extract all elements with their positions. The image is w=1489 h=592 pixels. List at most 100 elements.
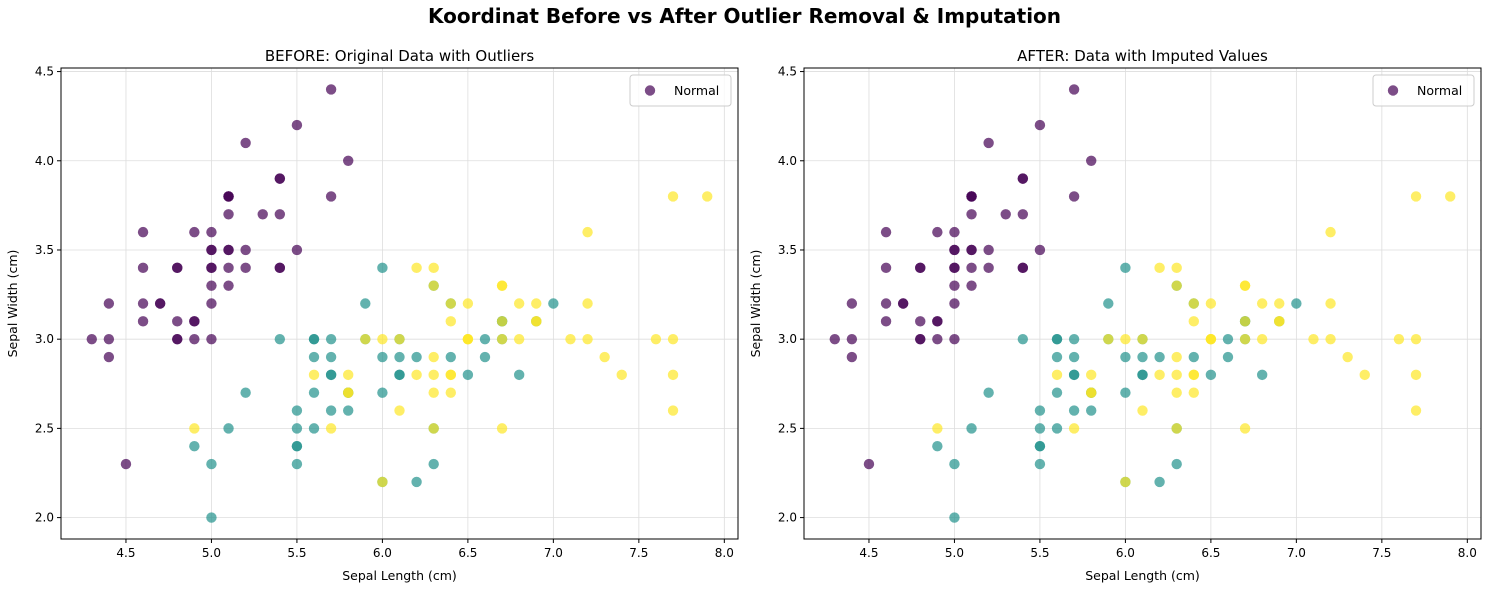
- before-point-class-0: [206, 280, 217, 291]
- after-point-class-2: [1274, 316, 1285, 327]
- before-point-class-1: [411, 351, 422, 363]
- after-point-class-2: [1205, 333, 1217, 345]
- before-point-class-2: [496, 423, 508, 434]
- before-point-class-1: [308, 387, 320, 398]
- after-point-class-1: [1120, 262, 1131, 274]
- before-point-class-0: [274, 262, 286, 274]
- after-point-class-1: [1068, 351, 1080, 363]
- after-point-class-2: [1171, 369, 1182, 381]
- after-point-class-2: [1325, 333, 1336, 345]
- before-point-class-0: [103, 333, 115, 345]
- after-point-class-2: [1410, 191, 1422, 202]
- before-point-class-0: [120, 458, 132, 470]
- before-point-class-0: [206, 333, 217, 345]
- after-point-class-0: [915, 316, 926, 327]
- after-point-class-2: [1239, 316, 1251, 327]
- before-point-class-0: [325, 84, 337, 95]
- after-point-class-2: [1154, 262, 1165, 274]
- after-point-class-0: [949, 226, 960, 238]
- before-point-class-0: [257, 209, 268, 220]
- before-point-class-1: [462, 369, 474, 381]
- after-point-class-2: [1393, 333, 1405, 345]
- after-point-class-1: [1256, 369, 1268, 381]
- before-point-class-0: [325, 191, 337, 202]
- before-x-tick-label: 4.5: [116, 546, 135, 560]
- before-legend-label: Normal: [674, 83, 719, 98]
- after-point-class-0: [949, 244, 960, 256]
- before-point-class-0: [223, 262, 234, 274]
- after-point-class-2: [1410, 405, 1422, 416]
- before-point-class-2: [496, 316, 508, 327]
- before-point-class-2: [411, 262, 422, 274]
- after-point-class-2: [1256, 333, 1268, 345]
- before-point-class-1: [325, 333, 337, 345]
- before-y-tick-label: 4.0: [35, 154, 54, 168]
- after-point-class-0: [1017, 262, 1029, 274]
- before-x-tick-label: 8.0: [715, 546, 734, 560]
- after-point-class-0: [949, 333, 960, 345]
- before-point-class-2: [702, 191, 713, 202]
- after-point-class-2: [1103, 333, 1114, 345]
- before-point-class-2: [360, 333, 371, 345]
- after-point-class-1: [1051, 423, 1063, 434]
- after-point-class-0: [983, 137, 994, 149]
- after-point-class-1: [1205, 369, 1217, 381]
- after-point-class-1: [983, 387, 994, 398]
- after-y-tick-label: 2.5: [778, 421, 797, 435]
- before-point-class-2: [582, 226, 593, 238]
- before-point-class-0: [137, 298, 149, 309]
- before-point-class-1: [548, 298, 559, 309]
- before-point-class-2: [582, 333, 593, 345]
- before-point-class-2: [667, 369, 679, 381]
- before-point-class-2: [667, 333, 679, 345]
- after-point-class-0: [966, 244, 977, 256]
- before-legend-box: [629, 74, 732, 107]
- after-point-class-2: [1137, 333, 1148, 345]
- before-point-class-2: [513, 298, 525, 309]
- after-point-class-2: [1188, 369, 1199, 381]
- before-y-tick-label: 3.0: [35, 332, 54, 346]
- before-point-class-1: [308, 333, 320, 345]
- figure-title: Koordinat Before vs After Outlier Remova…: [427, 4, 1062, 28]
- after-point-class-1: [1034, 458, 1046, 470]
- before-point-class-0: [343, 155, 354, 166]
- after-x-axis-label: Sepal Length (cm): [1085, 568, 1200, 583]
- after-point-class-0: [966, 209, 977, 220]
- after-point-class-2: [1342, 351, 1353, 363]
- before-point-class-2: [325, 423, 337, 434]
- before-plot-title: BEFORE: Original Data with Outliers: [265, 47, 534, 65]
- before-point-class-0: [137, 226, 149, 238]
- before-point-class-2: [308, 369, 320, 381]
- before-point-class-2: [616, 369, 627, 381]
- after-point-class-0: [949, 298, 960, 309]
- after-point-class-2: [1171, 387, 1182, 398]
- after-x-tick-label: 6.0: [1116, 546, 1135, 560]
- after-point-class-2: [1239, 423, 1251, 434]
- before-point-class-2: [496, 280, 508, 291]
- before-plot: 4.5 5.0 5.5 6.0 6.5 7.0 7.5 8.0 2.0 2.5 3.0 3.5 4.0 4…: [5, 47, 739, 583]
- before-point-class-2: [343, 387, 354, 398]
- after-point-class-1: [1188, 351, 1199, 363]
- before-point-class-2: [445, 316, 456, 327]
- before-point-class-2: [189, 423, 200, 434]
- before-legend-marker: [644, 85, 656, 96]
- after-point-class-0: [880, 226, 892, 238]
- after-point-class-0: [863, 458, 875, 470]
- after-legend-marker: [1387, 85, 1399, 96]
- after-point-class-1: [1051, 387, 1063, 398]
- before-y-tick-label: 3.5: [35, 243, 54, 257]
- after-point-class-0: [880, 262, 892, 274]
- after-x-tick-label: 7.0: [1287, 546, 1306, 560]
- before-point-class-2: [445, 298, 456, 309]
- after-point-class-0: [1000, 209, 1011, 220]
- before-legend: Normal: [629, 74, 732, 107]
- after-point-class-1: [932, 441, 943, 452]
- before-point-class-1: [291, 458, 303, 470]
- before-point-class-2: [377, 476, 388, 488]
- before-point-class-1: [223, 423, 234, 434]
- before-point-class-2: [531, 316, 542, 327]
- before-x-tick-label: 6.0: [373, 546, 392, 560]
- after-point-class-2: [1188, 298, 1199, 309]
- before-point-class-0: [291, 244, 303, 256]
- before-point-class-2: [428, 423, 439, 434]
